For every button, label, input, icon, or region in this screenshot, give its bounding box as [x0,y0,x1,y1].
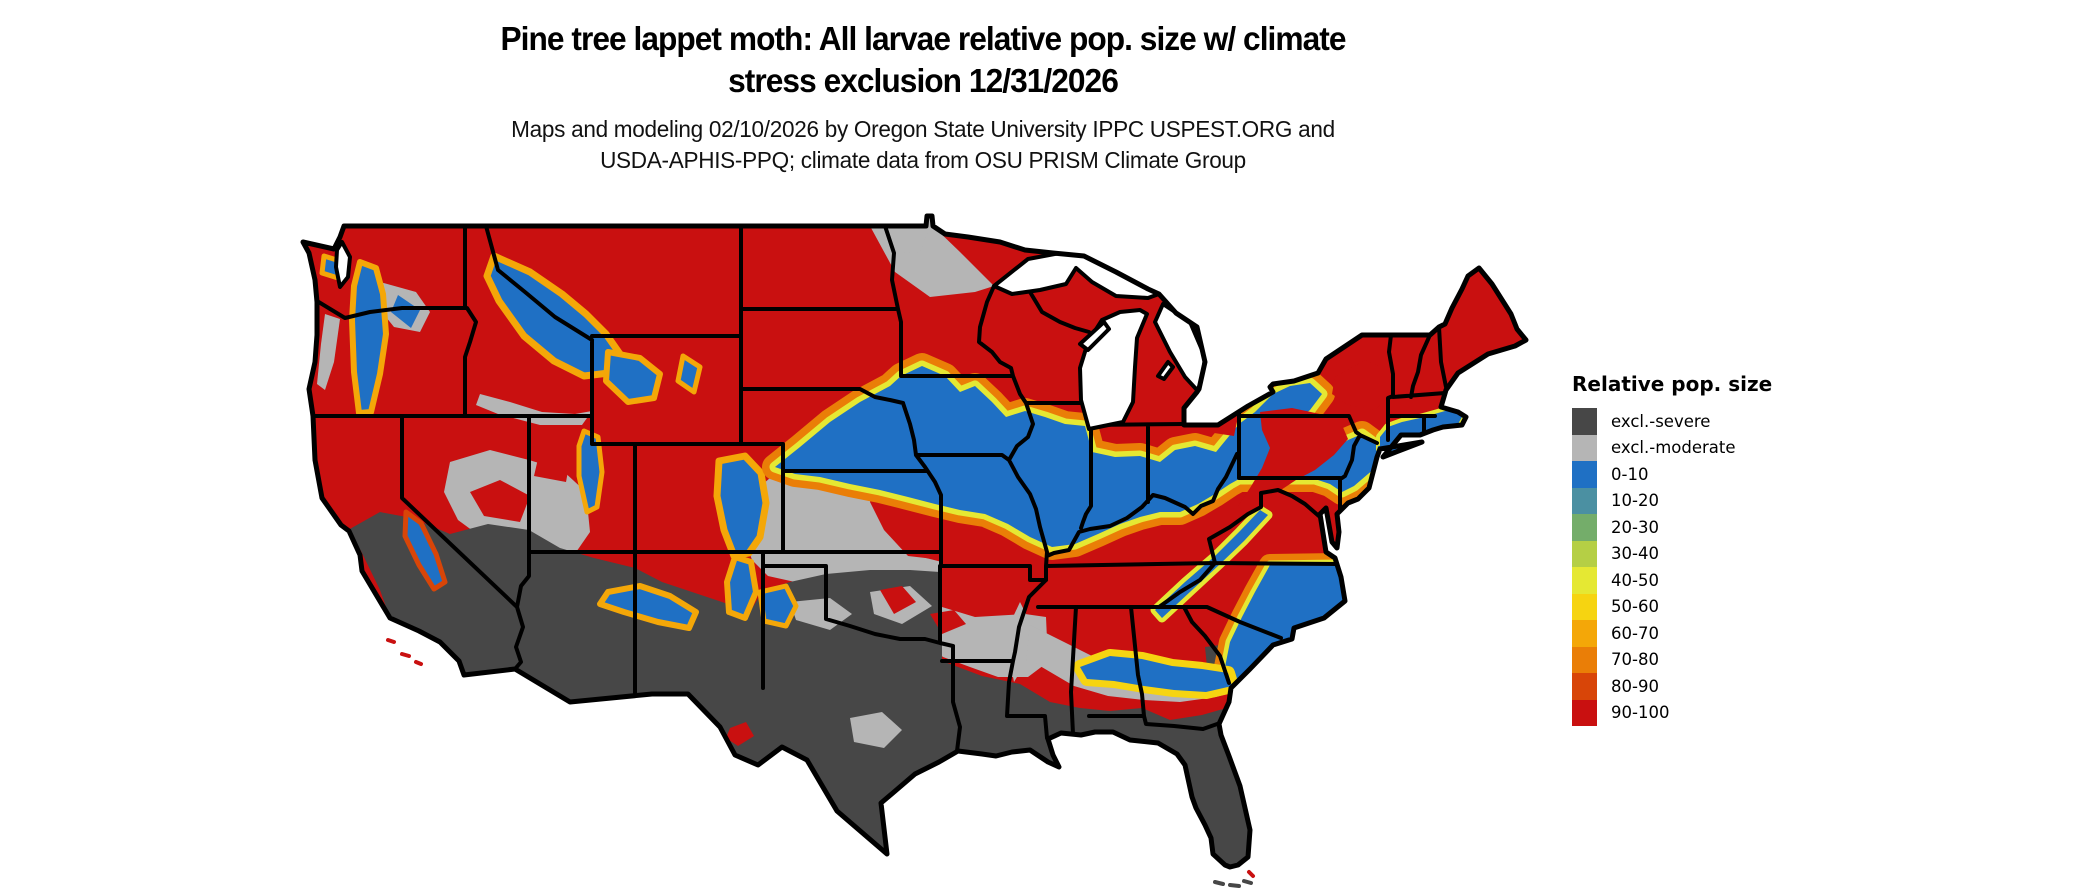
legend-item: 10-20 [1572,487,1872,514]
legend-label: 20-30 [1611,517,1659,537]
legend-swatch-40-50 [1572,567,1597,594]
us-map [300,213,1529,888]
legend-swatch-30-40 [1572,540,1597,567]
map-title-block: Pine tree lappet moth: All larvae relati… [0,18,1846,176]
legend-items: excl.-severe excl.-moderate 0-10 10-20 20-30… [1572,408,1872,726]
legend-label: 60-70 [1611,623,1659,643]
legend-swatch-70-80 [1572,646,1597,673]
map-legend: Relative pop. size excl.-severe excl.-mod… [1572,372,1872,726]
legend-item: 80-90 [1572,673,1872,700]
legend-item: 20-30 [1572,514,1872,541]
legend-swatch-80-90 [1572,673,1597,700]
page-subtitle-line1: Maps and modeling 02/10/2026 by Oregon S… [511,116,1335,143]
legend-label: 30-40 [1611,544,1659,564]
legend-label: 80-90 [1611,676,1659,696]
legend-title: Relative pop. size [1572,372,1773,396]
legend-swatch-50-60 [1572,593,1597,620]
legend-item: excl.-severe [1572,408,1872,435]
legend-item: 70-80 [1572,646,1872,673]
legend-label: excl.-severe [1611,411,1711,431]
legend-item: excl.-moderate [1572,434,1872,461]
page-title: Pine tree lappet moth: All larvae relati… [37,18,1809,102]
page-subtitle-line2: USDA-APHIS-PPQ; climate data from OSU PR… [600,147,1246,174]
map-raster-layers [303,216,1526,867]
legend-swatch-60-70 [1572,620,1597,647]
legend-label: 70-80 [1611,650,1659,670]
legend-label: 10-20 [1611,491,1659,511]
legend-item: 0-10 [1572,461,1872,488]
legend-item: 90-100 [1572,699,1872,726]
legend-label: excl.-moderate [1611,438,1736,458]
legend-swatch-20-30 [1572,514,1597,541]
page-title-line1: Pine tree lappet moth: All larvae relati… [500,20,1346,57]
legend-label: 40-50 [1611,570,1659,590]
legend-item: 50-60 [1572,593,1872,620]
page-subtitle: Maps and modeling 02/10/2026 by Oregon S… [18,114,1827,175]
legend-swatch-10-20 [1572,487,1597,514]
legend-item: 30-40 [1572,540,1872,567]
us-map-container [230,162,1540,892]
legend-swatch-0-10 [1572,461,1597,488]
legend-label: 90-100 [1611,703,1670,723]
legend-swatch-excl-moderate [1572,434,1597,461]
legend-label: 50-60 [1611,597,1659,617]
legend-item: 60-70 [1572,620,1872,647]
legend-item: 40-50 [1572,567,1872,594]
conus-outline [300,213,1529,870]
legend-label: 0-10 [1611,464,1649,484]
page-title-line2: stress exclusion 12/31/2026 [728,62,1119,100]
legend-swatch-90-100 [1572,699,1597,726]
legend-swatch-excl-severe [1572,408,1597,435]
